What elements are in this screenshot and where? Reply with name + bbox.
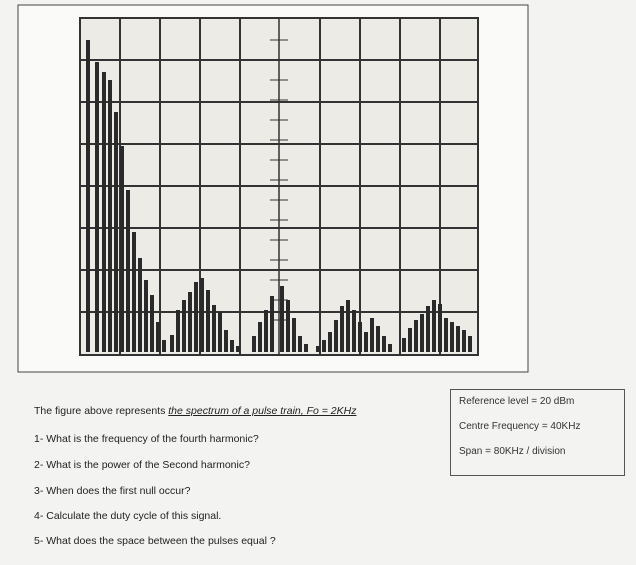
intro: The figure above represents the spectrum… [34,405,356,417]
grid [80,18,478,355]
setting: Centre Frequency = 40KHz [459,421,581,432]
question: 4- Calculate the duty cycle of this sign… [34,510,222,522]
settings-box: Reference level = 20 dBm Centre Frequenc… [450,389,625,476]
question: 1- What is the frequency of the fourth h… [34,433,259,445]
intro-text: The figure above represents [34,405,166,417]
question: 5- What does the space between the pulse… [34,535,276,547]
spectrum-lines [86,40,472,352]
intro-emphasis: the spectrum of a pulse train, Fo = 2KHz [168,405,357,417]
question: 3- When does the first null occur? [34,485,191,497]
setting: Span = 80KHz / division [459,446,566,457]
setting: Reference level = 20 dBm [459,396,575,407]
question: 2- What is the power of the Second harmo… [34,459,250,471]
spectrum-figure [17,4,529,373]
